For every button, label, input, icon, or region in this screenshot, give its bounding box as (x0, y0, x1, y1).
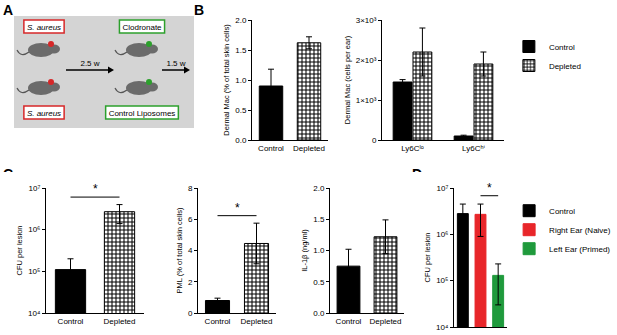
svg-text:1.5: 1.5 (235, 46, 247, 55)
svg-text:2: 2 (188, 278, 193, 287)
svg-text:Clodronate: Clodronate (122, 23, 162, 32)
svg-text:S. aureus: S. aureus (27, 23, 61, 32)
svg-text:10⁴: 10⁴ (436, 323, 449, 332)
svg-text:10⁴: 10⁴ (28, 309, 41, 318)
svg-text:IL-1β (ng/ml): IL-1β (ng/ml) (300, 229, 309, 272)
svg-text:2×10³: 2×10³ (356, 56, 377, 65)
svg-text:1.0: 1.0 (313, 246, 325, 255)
svg-text:Control: Control (336, 317, 362, 326)
svg-text:0.0: 0.0 (235, 136, 247, 145)
svg-text:Depleted: Depleted (369, 317, 401, 326)
html-text:C: C (3, 166, 14, 182)
svg-text:1.5 w: 1.5 w (166, 59, 185, 68)
svg-text:8: 8 (188, 184, 193, 193)
svg-text:*: * (93, 182, 98, 196)
svg-text:Left Ear (Primed): Left Ear (Primed) (549, 245, 610, 254)
svg-text:Control: Control (549, 43, 575, 52)
svg-text:10⁶: 10⁶ (28, 225, 40, 234)
svg-text:Depleted: Depleted (240, 317, 272, 326)
html-text:A: A (3, 2, 14, 18)
svg-text:10⁶: 10⁶ (436, 230, 448, 239)
svg-text:10⁵: 10⁵ (436, 276, 448, 285)
svg-text:0.0: 0.0 (313, 309, 325, 318)
html-text:D: D (412, 166, 423, 182)
svg-text:0: 0 (188, 309, 193, 318)
svg-text:3×10³: 3×10³ (356, 16, 377, 25)
svg-text:0: 0 (372, 136, 377, 145)
svg-text:0.5: 0.5 (313, 278, 325, 287)
svg-text:4: 4 (188, 246, 193, 255)
svg-text:10⁷: 10⁷ (437, 184, 449, 193)
svg-text:Dermal Mac (% of total skin ce: Dermal Mac (% of total skin cells) (222, 24, 231, 136)
svg-text:1×10³: 1×10³ (356, 96, 377, 105)
svg-text:PML (% of total skin cells): PML (% of total skin cells) (175, 207, 184, 293)
svg-text:Depleted: Depleted (549, 62, 581, 71)
svg-text:6: 6 (188, 215, 193, 224)
svg-text:*: * (487, 181, 492, 195)
svg-text:Control: Control (205, 317, 231, 326)
svg-text:1.5: 1.5 (313, 215, 325, 224)
svg-text:1.0: 1.0 (235, 76, 247, 85)
svg-text:Control: Control (58, 317, 84, 326)
svg-text:*: * (235, 201, 240, 215)
svg-text:Control: Control (258, 144, 284, 153)
svg-text:Control: Control (549, 207, 575, 216)
svg-text:2.5 w: 2.5 w (80, 59, 99, 68)
svg-text:2.0: 2.0 (235, 16, 247, 25)
svg-text:Ly6Cʰⁱ: Ly6Cʰⁱ (462, 144, 485, 153)
svg-text:Depleted: Depleted (293, 144, 325, 153)
svg-text:CFU per lesion: CFU per lesion (15, 225, 24, 275)
svg-text:Dermal Mac (cells per ear): Dermal Mac (cells per ear) (343, 35, 352, 124)
svg-text:2.0: 2.0 (313, 184, 325, 193)
html-text:B: B (194, 2, 205, 18)
svg-text:Right Ear (Naive): Right Ear (Naive) (549, 226, 611, 235)
svg-text:CFU per lesion: CFU per lesion (423, 232, 432, 282)
svg-text:10⁵: 10⁵ (28, 267, 40, 276)
svg-text:Ly6Cˡᵒ: Ly6Cˡᵒ (401, 144, 424, 153)
svg-text:10⁷: 10⁷ (29, 184, 41, 193)
svg-text:Depleted: Depleted (103, 317, 135, 326)
svg-text:0.5: 0.5 (235, 106, 247, 115)
svg-text:S. aureus: S. aureus (27, 109, 61, 118)
svg-text:Control Liposomes: Control Liposomes (109, 109, 176, 118)
